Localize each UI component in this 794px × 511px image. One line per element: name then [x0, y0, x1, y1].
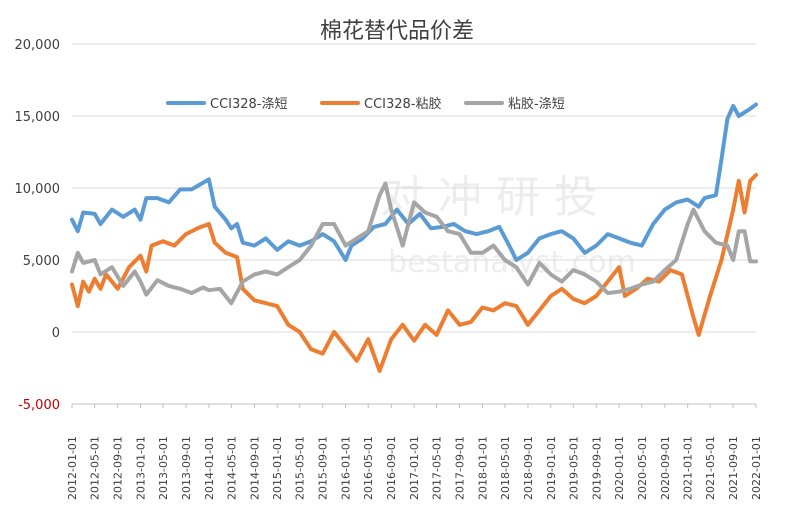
x-tick-label: 2019-01-01: [545, 436, 558, 500]
x-tick-label: 2021-01-01: [682, 436, 695, 500]
chart-title: 棉花替代品价差: [320, 19, 474, 44]
x-tick-label: 2014-05-01: [225, 436, 238, 500]
y-tick-label: 0: [52, 326, 60, 341]
x-tick-label: 2018-01-01: [476, 436, 489, 500]
y-axis: -5,000 0 5,000 10,000 15,000 20,000: [15, 38, 61, 413]
x-tick-label: 2015-01-01: [271, 436, 284, 500]
y-tick-label: 5,000: [23, 254, 60, 269]
x-tick-label: 2016-09-01: [385, 436, 398, 500]
x-tick-label: 2013-09-01: [180, 436, 193, 500]
legend: CCI328-涤短 CCI328-粘胶 粘胶-涤短: [166, 96, 565, 112]
x-tick-label: 2021-09-01: [727, 436, 740, 500]
x-tick-label: 2013-01-01: [135, 436, 148, 500]
x-tick-label: 2019-09-01: [590, 436, 603, 500]
x-tick-label: 2012-05-01: [89, 436, 102, 500]
x-tick-label: 2013-05-01: [157, 436, 170, 500]
x-tick-label: 2012-01-01: [66, 436, 79, 500]
x-tick-label: 2014-01-01: [203, 436, 216, 500]
x-tick-label: 2015-05-01: [294, 436, 307, 500]
y-tick-label: 20,000: [15, 38, 61, 53]
series-lines: [70, 102, 758, 373]
x-tick-label: 2022-01-01: [750, 436, 763, 500]
y-tick-label: 10,000: [15, 182, 61, 197]
x-tick-label: 2015-09-01: [317, 436, 330, 500]
x-tick-label: 2017-05-01: [431, 436, 444, 500]
x-tick-label: 2019-05-01: [567, 436, 580, 500]
x-tick-label: 2020-09-01: [659, 436, 672, 500]
x-tick-label: 2012-09-01: [112, 436, 125, 500]
x-tick-label: 2016-01-01: [340, 436, 353, 500]
x-tick-label: 2017-01-01: [408, 436, 421, 500]
x-tick-label: 2020-01-01: [613, 436, 626, 500]
y-tick-label: -5,000: [18, 398, 60, 413]
x-tick-label: 2021-05-01: [704, 436, 717, 500]
x-tick-label: 2018-05-01: [499, 436, 512, 500]
x-tick-label: 2018-09-01: [522, 436, 535, 500]
x-tick-label: 2014-09-01: [248, 436, 261, 500]
legend-label: CCI328-涤短: [210, 97, 288, 112]
x-tick-label: 2017-09-01: [454, 436, 467, 500]
x-axis: 2012-01-01 2012-05-01 2012-09-01 2013-01-01…: [66, 403, 763, 500]
legend-label: 粘胶-涤短: [508, 96, 565, 112]
series-line-3: [70, 181, 758, 306]
legend-label: CCI328-粘胶: [364, 96, 442, 112]
x-tick-label: 2020-05-01: [636, 436, 649, 500]
y-tick-label: 15,000: [15, 110, 61, 125]
x-tick-label: 2016-05-01: [362, 436, 375, 500]
